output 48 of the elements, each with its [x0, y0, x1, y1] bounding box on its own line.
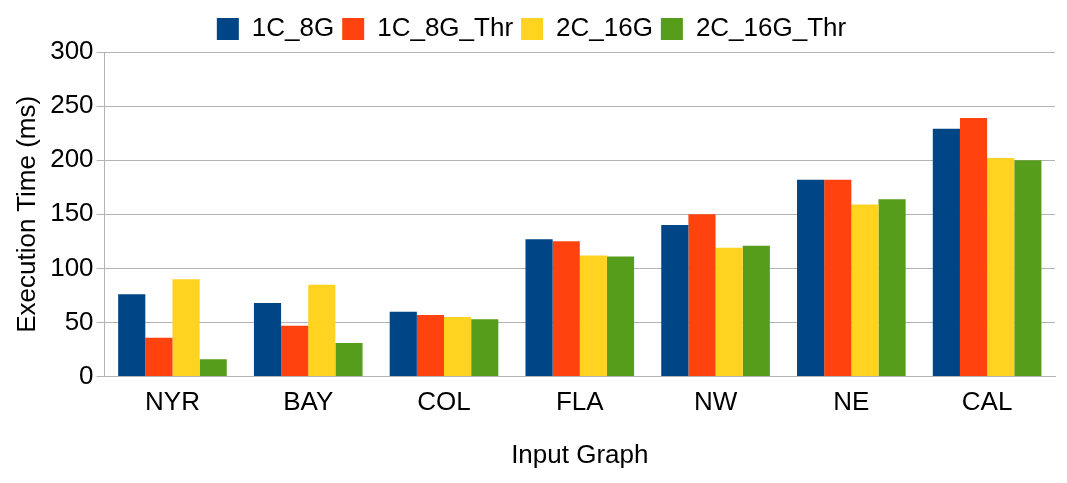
bar — [253, 303, 282, 377]
y-tick-label: 100 — [50, 251, 94, 282]
x-axis-title: Input Graph — [511, 438, 649, 469]
x-tick-label: BAY — [283, 386, 334, 417]
bar — [959, 118, 988, 377]
bar — [172, 279, 200, 377]
bar — [688, 214, 716, 377]
y-tick-label: 200 — [50, 143, 94, 174]
bar — [444, 317, 472, 377]
y-tick-label: 0 — [79, 359, 94, 390]
bar — [281, 325, 309, 377]
x-tick-label: NYR — [145, 386, 200, 417]
bar — [308, 284, 336, 377]
bar — [1014, 160, 1042, 377]
bar — [335, 343, 363, 377]
x-tick-label: NE — [833, 386, 870, 417]
y-tick-label: 300 — [50, 35, 94, 66]
bar — [824, 179, 852, 377]
x-tick-label: COL — [417, 386, 471, 417]
x-tick-label: NW — [693, 386, 738, 417]
bar — [416, 314, 445, 377]
bar — [715, 247, 743, 377]
bar — [579, 255, 607, 377]
legend-label: 1C_8G_Thr — [377, 12, 514, 43]
legend-label: 2C_16G — [556, 12, 653, 43]
bar — [389, 311, 417, 377]
bar — [851, 204, 879, 377]
y-tick-label: 250 — [50, 89, 94, 120]
y-axis-title: Execution Time (ms) — [10, 95, 41, 333]
y-tick-label: 50 — [64, 305, 94, 336]
bar — [199, 359, 227, 377]
bar — [606, 256, 635, 377]
x-tick-label: CAL — [961, 386, 1013, 417]
bar — [525, 239, 553, 377]
x-tick-label: FLA — [555, 386, 605, 417]
bar — [987, 158, 1015, 377]
bar — [552, 241, 580, 377]
bar — [471, 319, 499, 377]
legend-label: 2C_16G_Thr — [695, 12, 847, 43]
bar — [145, 337, 173, 377]
bar — [661, 225, 689, 377]
bar — [742, 245, 770, 377]
legend-label: 1C_8G — [251, 12, 335, 43]
y-tick-label: 150 — [50, 197, 94, 228]
bar — [797, 179, 825, 377]
bar — [932, 128, 960, 377]
bar — [118, 294, 146, 377]
bar — [878, 199, 906, 377]
